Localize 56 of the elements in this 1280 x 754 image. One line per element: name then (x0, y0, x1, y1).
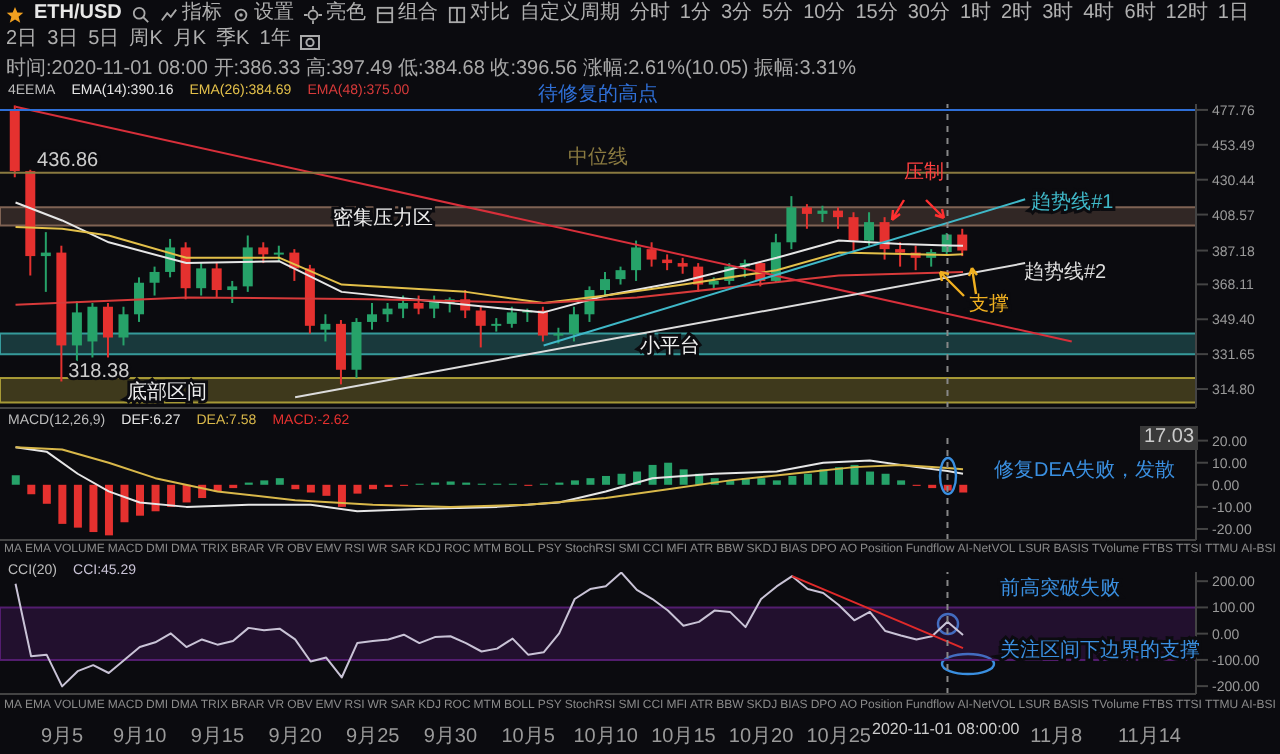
text: 月K (172, 28, 207, 52)
text: 季K (216, 28, 250, 52)
text: 3时 (1042, 2, 1074, 26)
text: 10分 (803, 2, 846, 26)
text: 2时 (1001, 2, 1033, 26)
annotation: 压制 (904, 162, 944, 186)
x-tick-label: 9月25 (346, 726, 401, 748)
annotation: 前高突破失败 (1000, 576, 1121, 601)
text: 1时 (959, 2, 992, 26)
chart-subtitle: 时间:2020-11-01 08:00 开:386.33 高:397.49 低:384.68 收:396.56 涨幅:2.61%(10.05) 振幅:3.31% (6, 55, 857, 82)
annotation: 436.86 (37, 149, 100, 172)
x-tick-label: 10月20 (728, 726, 795, 748)
text: 1日 (1217, 2, 1249, 26)
annotation: 关注区间下边界的支撑 (1000, 637, 1201, 662)
text: 自定义周期 (519, 2, 620, 26)
text: 5分 (762, 2, 794, 26)
x-tick-label: 9月5 (41, 726, 85, 748)
text: 12时 (1165, 2, 1208, 26)
x-tick-label: 9月15 (190, 726, 246, 748)
text: 30分 (907, 2, 950, 26)
text: 15分 (855, 2, 898, 26)
text: 周K (129, 28, 163, 52)
band-label: 底部区间 (127, 380, 208, 405)
text: 1年 (259, 28, 291, 52)
annotation: 17.03 (1140, 426, 1199, 450)
x-tick-label: 10月10 (573, 726, 639, 748)
band-label: 密集压力区 (332, 206, 433, 231)
text: 6时 (1124, 2, 1156, 26)
ref-line-label: 中位线 (568, 144, 628, 169)
annotation: 趋势线#2 (1024, 262, 1107, 286)
text: 3日 (47, 28, 79, 52)
text: 1分 (679, 2, 711, 26)
text: 分时 (629, 2, 670, 26)
x-tick-label: 10月15 (651, 726, 717, 748)
x-tick-label: 11月14 (1117, 726, 1182, 748)
x-tick-label: 10月5 (501, 726, 556, 748)
text: 4时 (1083, 2, 1115, 26)
text: 对比 (469, 2, 510, 26)
x-tick-label: 10月25 (806, 726, 872, 748)
text: 组合 (397, 2, 438, 26)
annotation: 支撑 (969, 292, 1010, 317)
annotation: 修复DEA失败，发散 (994, 460, 1176, 484)
ref-line-label: 待修复的高点 (538, 81, 658, 106)
x-tick-label: 9月10 (113, 726, 168, 748)
text: 指标 (181, 2, 222, 26)
text: 亮色 (325, 2, 366, 26)
band-label: 小平台 (639, 333, 700, 358)
x-tick-label: 9月30 (423, 726, 478, 748)
text: 设置 (253, 2, 294, 26)
chart-title: ETH/USD (34, 2, 122, 26)
text: 5日 (88, 28, 120, 52)
text: 2020-11-01 08:00:00 (872, 718, 1020, 742)
text: 3分 (720, 2, 753, 26)
text: 2日 (6, 28, 38, 52)
x-tick-label: 9月20 (268, 726, 323, 748)
x-tick-label: 11月8 (1030, 726, 1084, 748)
